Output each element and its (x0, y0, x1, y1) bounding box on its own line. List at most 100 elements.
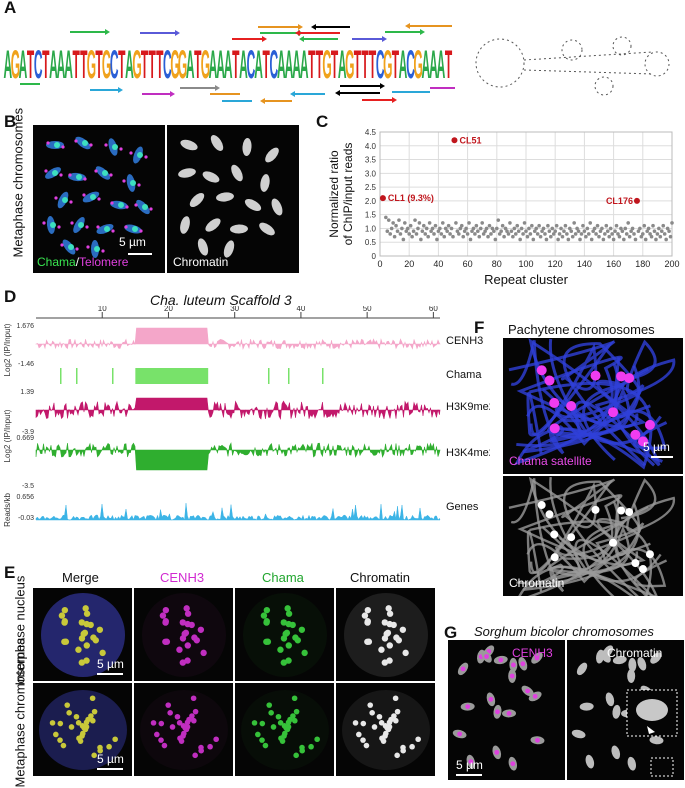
signal-spot (49, 720, 56, 726)
signal-spot (176, 646, 183, 653)
signal-spot (380, 738, 387, 744)
logo-letter: T (308, 43, 315, 88)
data-point (392, 234, 397, 239)
data-point (633, 237, 638, 242)
chama-block (135, 368, 209, 384)
data-point (550, 226, 555, 231)
signal-spot (163, 638, 171, 645)
chromosome (627, 669, 636, 684)
data-point (585, 226, 590, 231)
chromosome (260, 174, 270, 192)
data-point (435, 237, 439, 242)
y-tick-label: 3.0 (365, 169, 377, 178)
h3k4me2-track (35, 442, 441, 471)
data-point (398, 232, 403, 236)
pachytene-satellite-image: Chama satellite 5 µm (503, 338, 683, 474)
scale-bar-label: 5 µm (97, 752, 124, 766)
cenh3-signal (488, 696, 494, 702)
logo-letter: T (392, 43, 399, 88)
data-point (620, 229, 625, 233)
data-point (496, 218, 501, 222)
data-point (649, 234, 654, 239)
data-point (471, 226, 476, 231)
metaphase-chromatin-image: Chromatin (167, 125, 299, 273)
data-point (534, 226, 539, 231)
y-tick-label: 1.5 (365, 211, 377, 220)
data-point (622, 237, 626, 242)
data-point (446, 223, 451, 228)
data-point (654, 237, 658, 242)
data-point (586, 232, 591, 236)
signal-spot (371, 724, 378, 730)
chromosome (265, 147, 279, 163)
scale-bar-label: 5 µm (456, 758, 483, 772)
chama-hit (76, 368, 78, 384)
chromosome (242, 138, 252, 156)
data-point (641, 232, 645, 236)
data-point (487, 223, 492, 228)
chama-signal (137, 152, 143, 158)
chromosome (205, 218, 221, 232)
data-point (642, 223, 647, 228)
data-point (426, 234, 430, 239)
signal-spot (62, 638, 70, 645)
signal-spot (61, 618, 68, 625)
signal-spot (167, 710, 173, 716)
data-point (645, 229, 649, 233)
data-point (477, 234, 482, 239)
cenh3-signal (532, 693, 538, 699)
logo-letter: A (19, 43, 28, 88)
data-point (442, 234, 447, 239)
chama-hit (112, 368, 114, 384)
bright-spot (638, 565, 647, 574)
chromosome (180, 139, 198, 151)
data-point (652, 229, 657, 233)
data-point (639, 234, 644, 239)
scaffold-tick-label: 50 (363, 306, 372, 313)
data-point (508, 221, 512, 225)
chama-hit (322, 368, 324, 384)
chama-signal (94, 246, 100, 252)
x-tick-label: 160 (606, 259, 621, 269)
data-point (454, 221, 458, 225)
data-point (519, 226, 524, 231)
logo-letter: T (141, 43, 148, 88)
genome-tracks: 10 20 30 40 50 60 CENH3 Chama H3K9me2 H3K4me2 Gene… (3, 306, 490, 527)
satellite-signal (566, 401, 577, 412)
logo-letter: A (254, 43, 263, 88)
data-point (600, 226, 604, 231)
data-point (420, 229, 425, 233)
data-point (480, 221, 484, 225)
logo-letter: T (194, 43, 201, 88)
signal-spot (78, 619, 85, 626)
signal-spot (83, 724, 90, 730)
signal-spot (64, 702, 71, 708)
telomere-signal (57, 225, 61, 229)
signal-spot (363, 742, 370, 749)
signal-spot (158, 720, 165, 727)
data-point (473, 232, 477, 236)
satellite-signal (637, 436, 648, 447)
chama-metaphase-image (235, 683, 334, 776)
logo-letter: A (399, 43, 408, 88)
signal-spot (197, 626, 205, 633)
chama-signal (132, 226, 138, 232)
y-tick-label: 2.0 (365, 197, 377, 206)
data-point (461, 234, 466, 239)
track-label: Chama (446, 369, 482, 381)
telomere-signal (85, 225, 89, 229)
telomere-signal (83, 177, 87, 181)
data-point (417, 221, 422, 225)
data-point (559, 226, 563, 231)
data-point (385, 229, 390, 233)
scale-bar-label: 5 µm (643, 440, 670, 454)
pachytene-strand (513, 362, 653, 470)
data-point (484, 226, 489, 231)
scale-bar-label: 5 µm (97, 657, 124, 671)
data-point (490, 226, 495, 231)
chromosome (600, 650, 611, 663)
data-point (436, 229, 441, 233)
signal-spot (260, 612, 268, 619)
logo-letter: G (11, 43, 20, 88)
logo-letter: T (445, 43, 452, 88)
